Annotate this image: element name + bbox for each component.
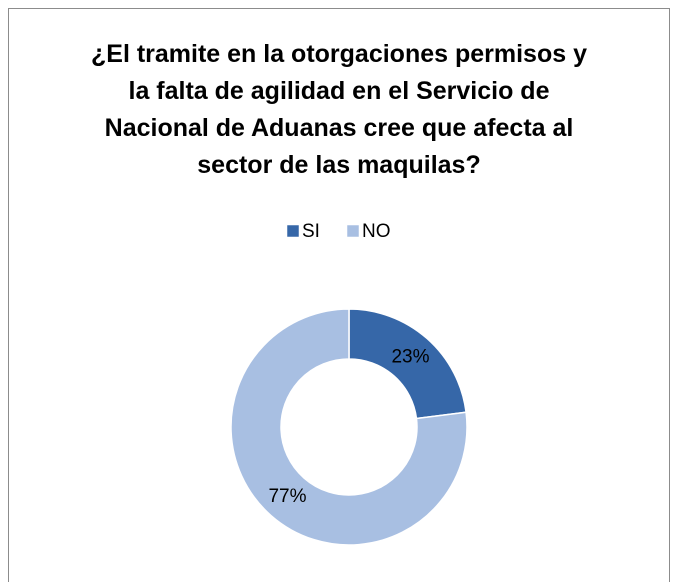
chart-title: ¿El tramite en la otorgaciones permisos … [91,40,587,179]
legend-label: SI [302,221,320,242]
data-label: 77% [268,486,306,507]
legend-swatch [346,224,360,238]
legend-swatch [286,224,300,238]
legend-label: NO [362,221,391,242]
chart-frame [8,8,670,582]
data-label: 23% [391,346,429,367]
donut-slice [230,308,468,546]
